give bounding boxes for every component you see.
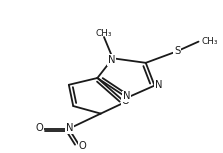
Text: O: O: [78, 141, 86, 151]
Text: O: O: [36, 123, 43, 133]
Text: CH₃: CH₃: [202, 37, 218, 46]
Text: N: N: [66, 123, 73, 133]
Text: S: S: [174, 46, 180, 56]
Text: O: O: [122, 96, 129, 106]
Text: N: N: [108, 55, 116, 65]
Text: N: N: [123, 91, 130, 101]
Text: CH₃: CH₃: [96, 30, 112, 39]
Text: N: N: [155, 80, 162, 90]
